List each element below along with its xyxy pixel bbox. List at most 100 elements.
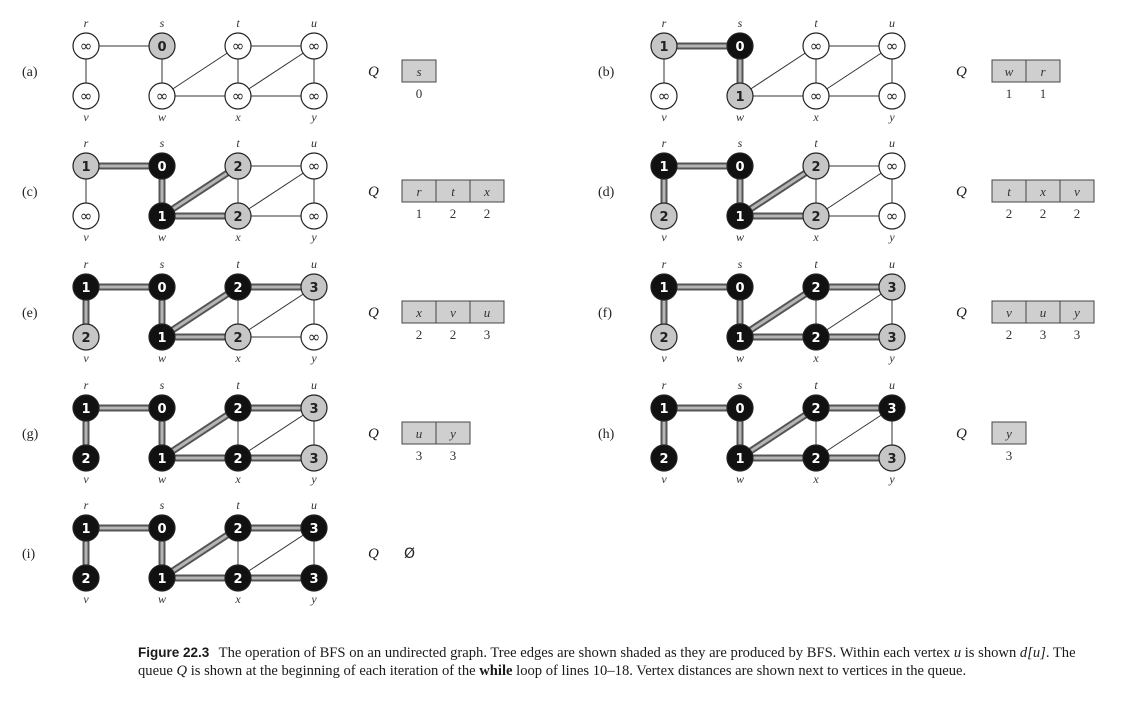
queue-label: Q	[368, 305, 379, 321]
vertex-distance: 3	[309, 572, 318, 587]
vertex-x	[802, 323, 830, 351]
panel-label: (f)	[598, 306, 612, 321]
vertex-name: s	[160, 16, 165, 30]
vertex-name: s	[738, 378, 743, 392]
vertex-distance: ∞	[810, 87, 823, 105]
queue-vertex: x	[483, 184, 490, 199]
vertex-v	[72, 323, 100, 351]
panel-e: (e) 1 r 0 s 2 t 3 u 2 v 1 w 2 x ∞ y Q x 2 v 2 u 3	[22, 257, 505, 365]
vertex-distance: ∞	[886, 157, 899, 175]
vertex-distance: 2	[659, 331, 668, 346]
vertex-r	[72, 152, 100, 180]
vertex-distance: 0	[735, 160, 744, 175]
queue-cell	[1025, 59, 1061, 83]
panel-i: (i) 1 r 0 s 2 t 3 u 2 v 1 w 2 x 3 y Q Ø	[22, 498, 415, 606]
vertex-name: t	[814, 257, 818, 271]
vertex-w	[148, 444, 176, 472]
vertex-name: t	[236, 257, 240, 271]
vertex-distance: 1	[157, 331, 166, 346]
caption-keyword-while: while	[479, 662, 513, 679]
vertex-name: x	[812, 472, 819, 486]
queue-distance: 2	[416, 327, 423, 342]
vertex-r	[72, 394, 100, 422]
vertex-name: u	[889, 257, 895, 271]
edge-w-t	[161, 45, 239, 97]
vertex-name: w	[736, 351, 744, 365]
vertex-distance: 1	[735, 90, 744, 105]
vertex-w	[148, 564, 176, 592]
edge-x-u	[237, 45, 315, 97]
vertex-y	[300, 323, 328, 351]
vertex-distance: 2	[233, 522, 242, 537]
vertex-name: v	[83, 351, 89, 365]
vertex-s	[148, 273, 176, 301]
vertex-s	[148, 394, 176, 422]
vertex-u	[300, 152, 328, 180]
queue-label: Q	[956, 426, 967, 442]
vertex-y	[878, 444, 906, 472]
queue-distance: 0	[416, 86, 423, 101]
vertex-name: v	[83, 592, 89, 606]
vertex-t	[802, 273, 830, 301]
edge-x-u	[815, 286, 893, 338]
vertex-distance: ∞	[80, 207, 93, 225]
vertex-distance: 2	[233, 281, 242, 296]
queue-cell	[991, 421, 1027, 445]
figure-caption: Figure 22.3 The operation of BFS on an u…	[138, 644, 1100, 680]
vertex-name: r	[662, 16, 667, 30]
queue-distance: 2	[484, 206, 491, 221]
vertex-t	[224, 273, 252, 301]
vertex-distance: ∞	[156, 87, 169, 105]
queue-distance: 2	[450, 327, 457, 342]
vertex-u	[300, 514, 328, 542]
vertex-distance: 2	[811, 160, 820, 175]
vertex-distance: ∞	[308, 87, 321, 105]
queue-vertex: y	[1072, 305, 1080, 320]
vertex-name: x	[234, 351, 241, 365]
vertex-u	[300, 273, 328, 301]
vertex-name: u	[889, 16, 895, 30]
panel-c: (c) 1 r 0 s 2 t ∞ u ∞ v 1 w 2 x ∞ y Q r 1 t 2 x 2	[22, 136, 505, 244]
vertex-name: w	[158, 351, 166, 365]
queue-vertex: u	[484, 305, 491, 320]
queue-vertex: v	[450, 305, 456, 320]
vertex-distance: 0	[157, 281, 166, 296]
queue-label: Q	[956, 64, 967, 80]
vertex-r	[72, 32, 100, 60]
queue-label: Q	[956, 184, 967, 200]
vertex-distance: 1	[81, 160, 90, 175]
queue-distance: 2	[1006, 206, 1013, 221]
queue-cell	[435, 421, 471, 445]
queue-label: Q	[368, 184, 379, 200]
vertex-s	[726, 273, 754, 301]
vertex-distance: 2	[811, 281, 820, 296]
vertex-distance: ∞	[810, 37, 823, 55]
queue-vertex: u	[1040, 305, 1047, 320]
vertex-w	[726, 444, 754, 472]
vertex-name: s	[738, 136, 743, 150]
caption-text-2: is shown	[961, 645, 1020, 661]
queue-vertex: u	[416, 426, 423, 441]
vertex-distance: 1	[735, 331, 744, 346]
vertex-name: w	[158, 592, 166, 606]
tree-edge-fill-w-t	[161, 526, 239, 580]
vertex-name: v	[661, 110, 667, 124]
vertex-y	[300, 564, 328, 592]
vertex-name: s	[160, 136, 165, 150]
panel-label: (h)	[598, 427, 615, 442]
vertex-x	[224, 82, 252, 110]
queue-cell	[469, 179, 505, 203]
vertex-name: s	[738, 16, 743, 30]
queue-distance: 1	[416, 206, 423, 221]
vertex-distance: 1	[659, 402, 668, 417]
vertex-v	[72, 82, 100, 110]
edge-x-u	[815, 165, 893, 217]
vertex-name: u	[889, 378, 895, 392]
vertex-x	[224, 323, 252, 351]
vertex-distance: 3	[887, 331, 896, 346]
queue-cell	[469, 300, 505, 324]
vertex-name: r	[662, 378, 667, 392]
vertex-distance: 1	[659, 281, 668, 296]
edge-x-u	[237, 165, 315, 217]
panel-b: (b) 1 r 0 s ∞ t ∞ u ∞ v 1 w ∞ x ∞ y Q w 1 r 1	[598, 16, 1061, 124]
